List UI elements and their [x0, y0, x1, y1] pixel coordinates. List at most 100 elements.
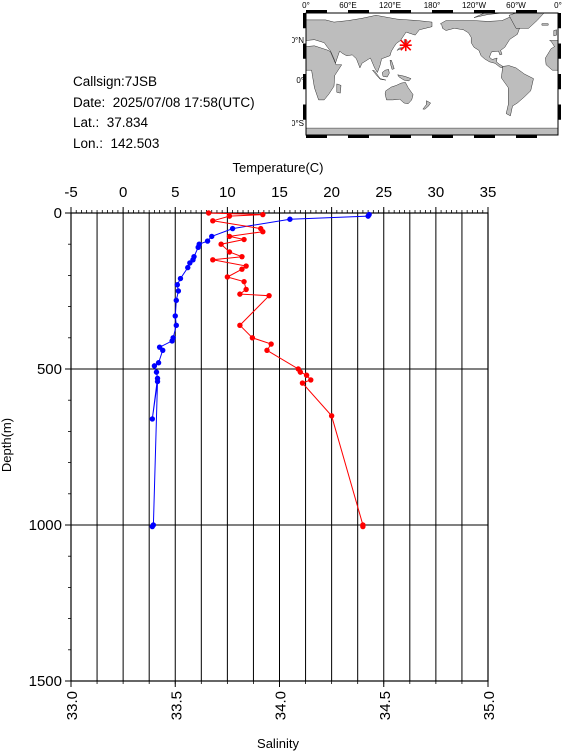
temperature-data-point [229, 225, 236, 232]
map-lon-label: 0° [302, 1, 310, 10]
salinity-data-point [239, 253, 245, 260]
temperature-tick-label: 10 [219, 184, 236, 201]
map-lon-label: 60°E [339, 1, 356, 10]
map-frame-segment [390, 10, 411, 13]
salinity-data-point [303, 372, 310, 378]
map-lon-label: 180° [424, 1, 441, 10]
latitude-text: Lat.: 37.834 [73, 115, 149, 130]
salinity-data-point [205, 210, 212, 216]
salinity-data-point [210, 257, 216, 263]
map-frame-segment [432, 135, 453, 138]
map-frame-segment [303, 104, 306, 120]
temperature-data-point [185, 264, 191, 271]
salinity-data-point [264, 347, 270, 353]
map-landmass [305, 15, 433, 73]
temperature-data-point [149, 523, 156, 530]
map-landmass [384, 82, 414, 104]
map-lon-label: 60°W [506, 1, 526, 10]
temperature-data-point [151, 363, 158, 369]
map-frame-segment [516, 10, 537, 13]
station-info: Callsign:7JSB Date: 2025/07/08 17:58(UTC… [73, 72, 255, 154]
map-frame-segment [558, 13, 561, 29]
map-frame-segment [474, 135, 495, 138]
salinity-data-point [218, 241, 224, 247]
map-frame-segment [432, 10, 453, 13]
date-text: Date: 2025/07/08 17:58(UTC) [73, 94, 255, 110]
map-landmass [553, 29, 557, 37]
temperature-data-point [174, 282, 181, 288]
salinity-data-point [299, 380, 306, 386]
temperature-data-point [160, 347, 166, 353]
salinity-tick-label: 33.0 [64, 691, 81, 720]
temperature-data-point [173, 322, 179, 329]
map-frame-segment [303, 43, 306, 59]
temperature-data-point [365, 213, 371, 219]
temperature-data-point [209, 233, 215, 240]
salinity-data-point [226, 213, 233, 219]
temperature-data-point [153, 369, 160, 375]
temperature-data-point [154, 378, 161, 385]
temperature-data-point [175, 288, 182, 294]
chart-series [149, 210, 372, 530]
salinity-profile-line [208, 212, 364, 527]
temperature-tick-label: -5 [64, 184, 77, 201]
temperature-tick-label: 15 [271, 184, 288, 201]
salinity-data-point [260, 211, 266, 218]
temperature-tick-label: 30 [428, 184, 445, 201]
depth-tick-label: 0 [54, 205, 62, 222]
map-frame-segment [558, 74, 561, 90]
map-frame-segment [516, 135, 537, 138]
salinity-data-point [297, 369, 304, 375]
map-landmass [389, 60, 395, 70]
world-map: 0° 60°E 120°E 180° 120°W 60°W 0° 60°N 0°… [286, 0, 564, 150]
salinity-data-point [237, 322, 243, 329]
temperature-data-point [149, 416, 156, 422]
salinity-data-point [260, 229, 266, 235]
salinity-tick-label: 33.5 [168, 691, 185, 720]
salinity-tick-label: 35.0 [481, 691, 498, 720]
temperature-axis-title: Temperature(C) [232, 160, 323, 175]
depth-axis-title: Depth(m) [0, 418, 14, 472]
longitude-text: Lon.: 142.503 [73, 135, 160, 151]
map-landmass [501, 65, 534, 117]
map-lon-label: 120°E [379, 1, 401, 10]
map-frame-segment [303, 13, 306, 29]
temperature-tick-label: 5 [171, 184, 179, 201]
map-landmass [541, 23, 549, 26]
map-frame-segment [558, 43, 561, 59]
map-lon-label: 0° [554, 1, 562, 10]
map-lon-label: 120°W [462, 1, 487, 10]
temperature-tick-label: 20 [323, 184, 340, 201]
map-lat-label: 60°S [292, 119, 304, 128]
temperature-tick-label: 35 [480, 184, 497, 201]
temperature-data-point [195, 244, 201, 251]
depth-tick-label: 500 [37, 361, 62, 378]
salinity-data-point [268, 341, 274, 347]
salinity-data-point [328, 413, 335, 419]
map-frame-segment [306, 10, 327, 13]
temperature-tick-label: 25 [375, 184, 392, 201]
salinity-data-point [210, 218, 216, 224]
salinity-data-point [266, 292, 272, 299]
salinity-tick-label: 34.0 [273, 691, 290, 720]
world-map-svg: 0° 60°E 120°E 180° 120°W 60°W 0° 60°N 0°… [286, 1, 562, 138]
map-frame-segment [348, 10, 369, 13]
map-lat-label: 60°N [292, 36, 304, 45]
salinity-tick-label: 34.5 [377, 691, 394, 720]
salinity-data-point [237, 291, 243, 297]
map-frame-segment [474, 10, 495, 13]
depth-tick-label: 1000 [29, 517, 62, 534]
temperature-data-point [177, 275, 184, 282]
map-landmass [336, 83, 342, 94]
salinity-axis-title: Salinity [257, 736, 299, 751]
depth-tick-label: 1500 [29, 673, 62, 690]
salinity-data-point [241, 278, 247, 285]
salinity-data-point [239, 266, 245, 272]
temperature-profile-line [151, 214, 370, 527]
map-landmass [371, 69, 386, 81]
salinity-data-point [226, 249, 233, 255]
temperature-data-point [287, 216, 293, 222]
salinity-data-point [243, 263, 249, 269]
